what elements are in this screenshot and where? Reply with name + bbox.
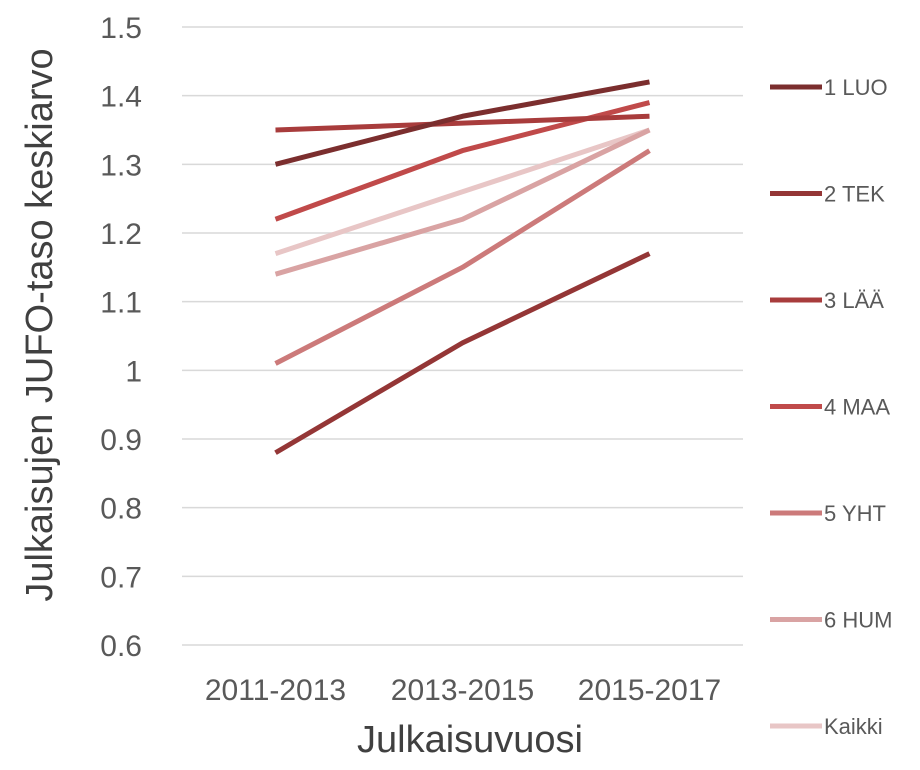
legend-label: 3 LÄÄ (824, 288, 884, 313)
y-tick-label: 1 (125, 355, 142, 388)
y-tick-label: 0.6 (100, 630, 142, 663)
legend-label: 6 HUM (824, 608, 892, 633)
legend-label: Kaikki (824, 714, 883, 739)
x-tick-label: 2013-2015 (391, 674, 534, 707)
y-tick-label: 0.8 (100, 493, 142, 526)
x-tick-label: 2011-2013 (205, 674, 346, 707)
y-tick-label: 1.1 (100, 287, 142, 320)
x-axis-title: Julkaisuvuosi (357, 719, 583, 761)
legend-item: 2 TEK (770, 182, 885, 207)
x-axis-ticks: 2011-2013 2013-2015 2015-2017 (205, 674, 721, 707)
series-lines (274, 79, 651, 455)
legend-item: Kaikki (770, 714, 883, 739)
legend-item: 3 LÄÄ (770, 288, 884, 313)
y-tick-label: 1.3 (100, 149, 142, 182)
legend-label: 5 YHT (824, 501, 886, 526)
legend-item: 6 HUM (770, 608, 892, 633)
legend-label: 2 TEK (824, 182, 885, 207)
legend: 1 LUO 2 TEK 3 LÄÄ 4 MAA 5 YHT 6 HUM Kaikki (770, 75, 892, 739)
y-tick-label: 1.4 (100, 81, 142, 114)
gridlines (182, 26, 743, 646)
y-tick-label: 1.2 (100, 218, 142, 251)
legend-label: 4 MAA (824, 395, 890, 420)
y-tick-label: 0.9 (100, 424, 142, 457)
legend-item: 4 MAA (770, 395, 890, 420)
legend-item: 5 YHT (770, 501, 886, 526)
legend-label: 1 LUO (824, 75, 888, 100)
y-axis-title: Julkaisujen JUFO-taso keskiarvo (19, 48, 61, 601)
x-tick-label: 2015-2017 (578, 674, 721, 707)
y-axis-ticks: 0.6 0.7 0.8 0.9 1 1.1 1.2 1.3 1.4 1.5 (100, 12, 142, 663)
legend-item: 1 LUO (770, 75, 888, 100)
series-line (274, 251, 651, 455)
y-tick-label: 0.7 (100, 561, 142, 594)
y-tick-label: 1.5 (100, 12, 142, 45)
